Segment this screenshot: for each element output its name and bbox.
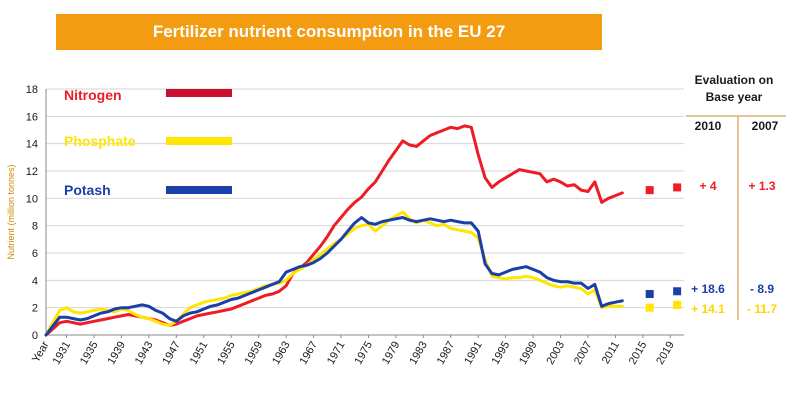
- evaluation-header-line1: Evaluation on: [695, 73, 774, 87]
- x-tick-label: 1959: [243, 340, 266, 367]
- x-tick-label: 1951: [188, 340, 211, 367]
- x-tick-label: 1975: [352, 340, 375, 367]
- legend-swatch-potash: [166, 186, 232, 194]
- x-tick-label: 1971: [325, 340, 348, 367]
- evaluation-value-2007: + 1.3: [748, 179, 775, 193]
- x-tick-label: 1955: [215, 340, 238, 367]
- x-tick-label: 1947: [160, 340, 183, 367]
- y-tick-label: 18: [26, 84, 38, 96]
- x-tick-label: 1995: [490, 340, 513, 367]
- y-tick-label: 16: [26, 111, 38, 123]
- projection-marker-phosphate: [673, 300, 682, 309]
- x-tick-label: 1987: [435, 340, 458, 367]
- x-tick-label: 1983: [407, 340, 430, 367]
- y-tick-label: 4: [32, 275, 38, 287]
- legend-swatch-nitrogen: [166, 89, 232, 97]
- x-tick-label: 2003: [544, 340, 567, 367]
- legend-label-phosphate: Phosphate: [64, 133, 136, 149]
- x-tick-label: 1979: [380, 340, 403, 367]
- x-tick-label: 1931: [51, 340, 74, 367]
- evaluation-column-2010: 2010: [695, 119, 722, 133]
- y-tick-label: 12: [26, 166, 38, 178]
- evaluation-value-2010: + 4: [699, 179, 716, 193]
- y-tick-label: 14: [26, 139, 38, 151]
- x-tick-label: 1935: [78, 340, 101, 367]
- x-tick-label: 1939: [105, 340, 128, 367]
- evaluation-value-2010: + 14.1: [691, 302, 725, 316]
- chart-title: Fertilizer nutrient consumption in the E…: [56, 14, 602, 50]
- projection-marker-potash: [673, 287, 682, 296]
- evaluation-value-2007: - 11.7: [747, 302, 777, 316]
- projection-marker-nitrogen: [673, 183, 682, 192]
- evaluation-value-2007: - 8.9: [750, 282, 774, 296]
- y-tick-label: 6: [32, 248, 38, 260]
- x-tick-label: 1967: [298, 340, 321, 367]
- x-tick-label: 2015: [627, 340, 650, 367]
- x-axis-label: Year: [30, 339, 52, 365]
- y-axis-label: Nutrient (million tonnes): [6, 164, 16, 259]
- y-tick-label: 8: [32, 221, 38, 233]
- projection-marker-nitrogen: [645, 186, 654, 195]
- projection-marker-potash: [645, 290, 654, 298]
- series-line-nitrogen: [44, 124, 624, 337]
- x-tick-label: 1963: [270, 340, 293, 367]
- x-tick-label: 2011: [600, 340, 622, 366]
- evaluation-column-2007: 2007: [752, 119, 779, 133]
- series-line-potash: [44, 216, 624, 337]
- y-tick-label: 10: [26, 193, 38, 205]
- x-tick-label: 2007: [572, 340, 595, 367]
- evaluation-header-line2: Base year: [706, 90, 763, 104]
- projection-marker-phosphate: [645, 303, 654, 312]
- x-tick-label: 1943: [133, 340, 156, 367]
- legend-label-potash: Potash: [64, 182, 111, 198]
- x-tick-label: 1991: [462, 340, 485, 367]
- y-tick-label: 2: [32, 303, 38, 315]
- x-tick-label: 1999: [517, 340, 540, 367]
- y-tick-label: 0: [32, 330, 38, 342]
- legend-label-nitrogen: Nitrogen: [64, 87, 122, 103]
- x-tick-label: 2019: [654, 340, 677, 367]
- evaluation-value-2010: + 18.6: [691, 282, 725, 296]
- legend-swatch-phosphate: [166, 137, 232, 145]
